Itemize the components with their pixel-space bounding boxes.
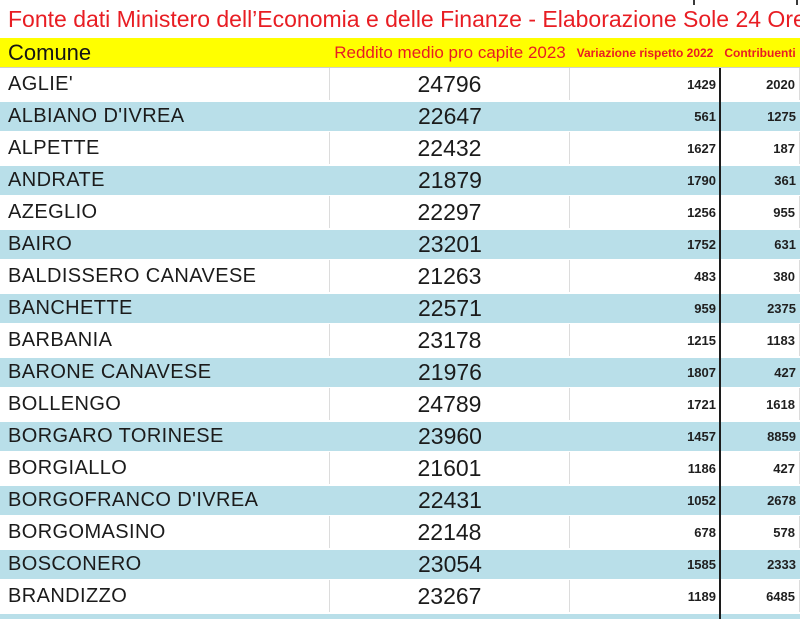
gridline-stub <box>796 0 798 5</box>
cell-variazione: 1721 <box>687 396 716 412</box>
column-header-comune: Comune <box>8 39 92 65</box>
cell-reddito: 22431 <box>418 486 482 513</box>
cell-variazione: 1585 <box>687 556 716 572</box>
cell-reddito: 23054 <box>418 550 482 577</box>
cell-variazione: 959 <box>694 300 716 316</box>
table-row: BOLLENGO 24789 1721 1618 <box>0 388 800 420</box>
source-title: Fonte dati Ministero dell’Economia e del… <box>8 5 800 32</box>
cell-contribuenti: 1275 <box>767 108 796 124</box>
cell-reddito: 22432 <box>330 132 570 164</box>
partial-row <box>0 612 800 619</box>
cell-reddito: 23201 <box>418 230 482 257</box>
cell-contribuenti: 631 <box>774 236 796 252</box>
cell-reddito: 23178 <box>330 324 570 356</box>
table-row: BOSCONERO 23054 1585 2333 <box>0 548 800 580</box>
cell-reddito: 21263 <box>330 260 570 292</box>
cell-contribuenti: 2375 <box>767 300 796 316</box>
cell-contribuenti: 2020 <box>720 68 800 100</box>
table-row: ALPETTE 22432 1627 187 <box>0 132 800 164</box>
table-row: BARBANIA 23178 1215 1183 <box>0 324 800 356</box>
cell-comune: BORGOMASINO <box>0 516 330 548</box>
column-header-contribuenti: Contribuenti <box>724 45 796 60</box>
cell-reddito: 21601 <box>330 452 570 484</box>
cell-comune: BAIRO <box>8 232 73 255</box>
cell-comune: ALPETTE <box>0 132 330 164</box>
cell-variazione: 1752 <box>687 236 716 252</box>
cell-contribuenti: 427 <box>720 452 800 484</box>
column-divider-line <box>719 68 721 619</box>
cell-comune: AZEGLIO <box>0 196 330 228</box>
cell-variazione: 1627 <box>687 140 716 156</box>
cell-comune: BALDISSERO CANAVESE <box>0 260 330 292</box>
table-body: AGLIE' 24796 1429 2020 ALBIANO D'IVREA 22647 5… <box>0 68 800 619</box>
cell-contribuenti: 1183 <box>720 324 800 356</box>
cell-reddito: 23267 <box>330 580 570 612</box>
cell-comune: BORGOFRANCO D'IVREA <box>8 488 259 511</box>
cell-comune: BANCHETTE <box>8 296 133 319</box>
cell-variazione: 1790 <box>687 172 716 188</box>
cell-reddito: 22647 <box>418 102 482 129</box>
table-rows-container: AGLIE' 24796 1429 2020 ALBIANO D'IVREA 22647 5… <box>0 68 800 612</box>
cell-contribuenti: 578 <box>720 516 800 548</box>
cell-comune: BORGIALLO <box>0 452 330 484</box>
cell-contribuenti: 955 <box>720 196 800 228</box>
cell-reddito: 24796 <box>330 68 570 100</box>
cell-variazione: 678 <box>694 524 716 540</box>
table-row: BORGOFRANCO D'IVREA 22431 1052 2678 <box>0 484 800 516</box>
cell-variazione: 1052 <box>687 492 716 508</box>
table-row: AZEGLIO 22297 1256 955 <box>0 196 800 228</box>
table-row: BORGIALLO 21601 1186 427 <box>0 452 800 484</box>
cell-contribuenti: 2333 <box>767 556 796 572</box>
table-header: Comune Reddito medio pro capite 2023 Var… <box>0 38 800 68</box>
table-row: AGLIE' 24796 1429 2020 <box>0 68 800 100</box>
cell-variazione: 1429 <box>687 76 716 92</box>
cell-contribuenti: 380 <box>720 260 800 292</box>
table-row: BARONE CANAVESE 21976 1807 427 <box>0 356 800 388</box>
cell-variazione: 561 <box>694 108 716 124</box>
table-row: BORGARO TORINESE 23960 1457 8859 <box>0 420 800 452</box>
cell-comune: BORGARO TORINESE <box>8 424 224 447</box>
cell-reddito: 22571 <box>418 294 482 321</box>
cell-reddito: 21976 <box>418 358 482 385</box>
title-row: Fonte dati Ministero dell’Economia e del… <box>0 0 800 38</box>
table-row: BAIRO 23201 1752 631 <box>0 228 800 260</box>
cell-contribuenti: 2678 <box>767 492 796 508</box>
cell-contribuenti: 1618 <box>720 388 800 420</box>
cell-comune: BOSCONERO <box>8 552 142 575</box>
cell-comune: BOLLENGO <box>0 388 330 420</box>
cell-variazione: 1807 <box>687 364 716 380</box>
cell-comune: BRANDIZZO <box>0 580 330 612</box>
cell-reddito: 22148 <box>330 516 570 548</box>
table-row: BANCHETTE 22571 959 2375 <box>0 292 800 324</box>
cell-contribuenti: 187 <box>720 132 800 164</box>
cell-reddito: 23960 <box>418 422 482 449</box>
table-row: BORGOMASINO 22148 678 578 <box>0 516 800 548</box>
cell-contribuenti: 8859 <box>767 428 796 444</box>
column-header-variazione: Variazione rispetto 2022 <box>576 45 714 60</box>
cell-contribuenti: 6485 <box>720 580 800 612</box>
cell-comune: ANDRATE <box>8 168 105 191</box>
cell-comune: ALBIANO D'IVREA <box>8 104 185 127</box>
cell-comune: BARONE CANAVESE <box>8 360 212 383</box>
table-row: BRANDIZZO 23267 1189 6485 <box>0 580 800 612</box>
table-row: ANDRATE 21879 1790 361 <box>0 164 800 196</box>
cell-contribuenti: 361 <box>774 172 796 188</box>
cell-variazione: 1189 <box>687 588 716 604</box>
cell-variazione: 483 <box>694 268 716 284</box>
cell-variazione: 1256 <box>687 204 716 220</box>
cell-contribuenti: 427 <box>774 364 796 380</box>
cell-reddito: 21879 <box>418 166 482 193</box>
cell-variazione: 1186 <box>687 460 716 476</box>
cell-comune: BARBANIA <box>0 324 330 356</box>
column-header-reddito: Reddito medio pro capite 2023 <box>334 42 566 62</box>
table-row: BALDISSERO CANAVESE 21263 483 380 <box>0 260 800 292</box>
cell-comune: AGLIE' <box>0 68 330 100</box>
cell-reddito: 22297 <box>330 196 570 228</box>
cell-reddito: 24789 <box>330 388 570 420</box>
table-row: ALBIANO D'IVREA 22647 561 1275 <box>0 100 800 132</box>
cell-variazione: 1215 <box>687 332 716 348</box>
cell-variazione: 1457 <box>687 428 716 444</box>
gridline-stub <box>693 0 695 5</box>
